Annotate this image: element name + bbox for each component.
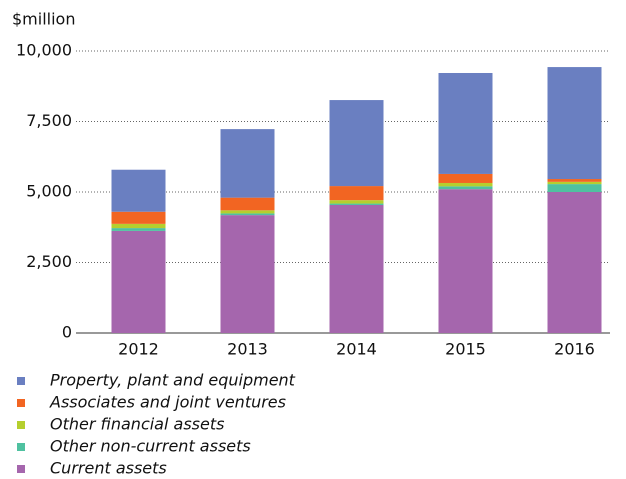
bar-segment	[547, 181, 602, 185]
y-tick-label: 0	[62, 323, 72, 342]
bar-segment	[220, 129, 275, 198]
legend-label: Property, plant and equipment	[50, 371, 296, 390]
bar-segment	[438, 186, 493, 190]
bar-segment	[111, 230, 166, 333]
bar-segment	[329, 204, 384, 333]
x-tick-label: 2014	[336, 340, 377, 359]
bar-segment	[329, 186, 384, 201]
bar-segment	[438, 72, 493, 174]
bar-segment	[438, 182, 493, 187]
bar-segment	[111, 211, 166, 224]
x-tick-label: 2016	[554, 340, 595, 359]
bar-segment	[111, 169, 166, 212]
y-axis-label: $million	[12, 10, 75, 29]
bar-segment	[220, 213, 275, 216]
bar-segment	[111, 223, 166, 229]
y-tick-label: 2,500	[26, 252, 72, 271]
bar-segment	[220, 215, 275, 333]
bar-segment	[547, 67, 602, 180]
legend-label: Other non-current assets	[50, 437, 251, 456]
legend-swatch	[17, 399, 25, 407]
legend-label: Current assets	[50, 459, 167, 478]
bar-segment	[547, 192, 602, 333]
legend-label: Other financial assets	[50, 415, 224, 434]
x-tick-label: 2013	[227, 340, 268, 359]
legend-swatch	[17, 443, 25, 451]
bar-segment	[329, 203, 384, 205]
bar-segment	[547, 179, 602, 182]
bar-segment	[438, 189, 493, 333]
legend-label: Associates and joint ventures	[49, 393, 286, 412]
y-tick-label: 10,000	[16, 41, 72, 60]
bar-segment	[438, 173, 493, 183]
x-tick-label: 2012	[118, 340, 159, 359]
legend-swatch	[17, 377, 25, 385]
bar-segment	[220, 197, 275, 211]
bar-segment	[329, 200, 384, 204]
bar-segment	[111, 228, 166, 231]
y-tick-label: 7,500	[26, 111, 72, 130]
bar-segment	[547, 184, 602, 192]
x-tick-label: 2015	[445, 340, 486, 359]
legend-swatch	[17, 421, 25, 429]
bar-segment	[220, 210, 275, 214]
y-tick-label: 5,000	[26, 182, 72, 201]
legend-swatch	[17, 465, 25, 473]
bar-segment	[329, 100, 384, 187]
